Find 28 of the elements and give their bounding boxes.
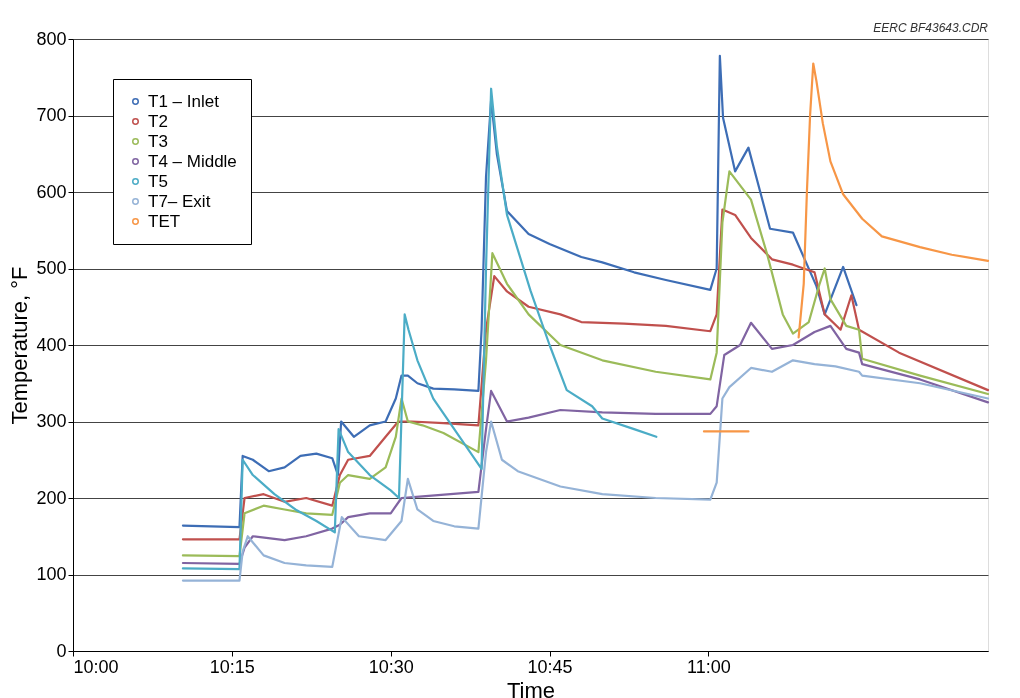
line-series: [181, 87, 658, 571]
x-tick-label: 10:45: [527, 656, 573, 677]
line-series: [181, 321, 990, 565]
legend-label: T5: [148, 171, 168, 191]
x-tick-label: 11:00: [687, 656, 731, 677]
y-tick-label: 200: [36, 487, 67, 508]
y-tick-label: 700: [36, 105, 67, 125]
line-series: [181, 54, 858, 529]
y-tick-label: 400: [36, 334, 67, 355]
x-axis-title: Time: [506, 677, 556, 698]
x-tick-label: 10:15: [209, 656, 255, 677]
y-tick-label: 800: [36, 28, 67, 49]
legend-label: TET: [148, 211, 181, 231]
y-tick-label: 500: [36, 258, 67, 278]
legend-label: T7– Exit: [148, 191, 211, 211]
text: EERC BF43643.CDR: [873, 21, 989, 35]
y-tick-label: 300: [36, 411, 67, 431]
line-series: [181, 359, 990, 582]
legend-label: T4 – Middle: [148, 151, 237, 171]
y-tick-label: 600: [36, 181, 67, 202]
legend-label: T1 – Inlet: [148, 91, 220, 111]
y-axis-title: Temperature, °F: [7, 266, 33, 425]
x-tick-label: 10:30: [368, 656, 414, 677]
legend-label: T2: [148, 111, 168, 131]
y-tick-label: 100: [36, 564, 67, 584]
y-tick-label: 0: [56, 640, 67, 661]
x-tick-label: 10:00: [73, 656, 119, 677]
legend-label: T3: [148, 131, 168, 151]
